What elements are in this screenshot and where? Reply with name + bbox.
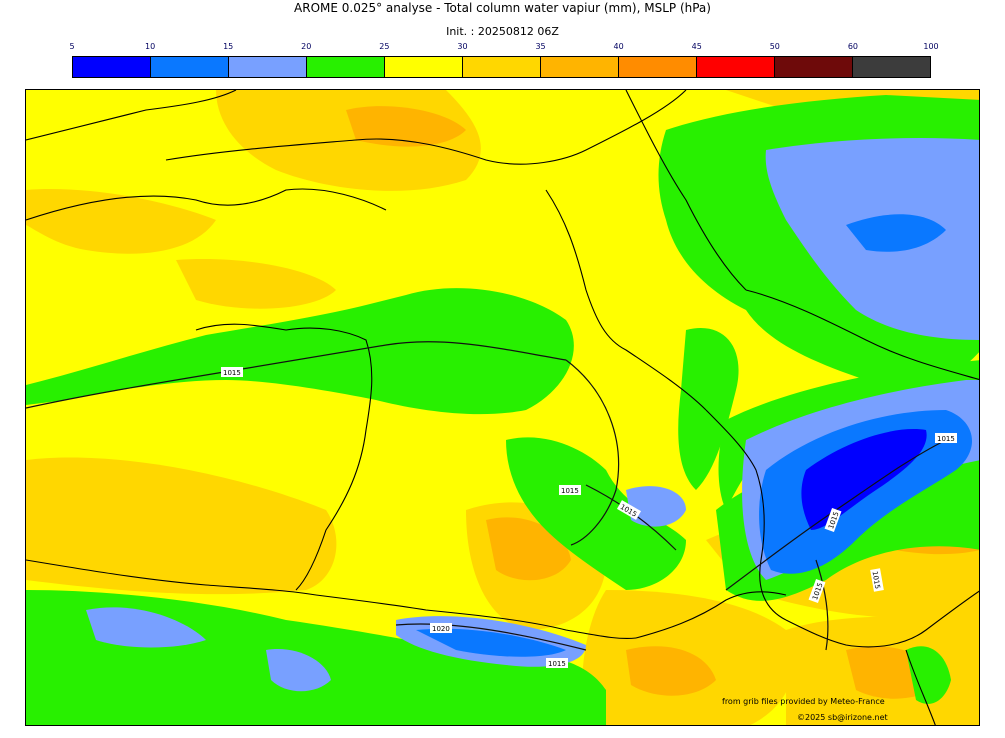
- colorbar-tick-label: 45: [691, 42, 702, 51]
- colorbar-segment: [151, 57, 229, 77]
- colorbar-segment: [775, 57, 853, 77]
- colorbar-tick-label: 100: [923, 42, 939, 51]
- colorbar-tick-label: 35: [535, 42, 546, 51]
- colorbar-tick-label: 60: [847, 42, 858, 51]
- colorbar-tick-label: 30: [457, 42, 468, 51]
- isobar-label-box: [221, 367, 243, 377]
- colorbar-segment: [385, 57, 463, 77]
- isobar-label-box: [546, 658, 568, 668]
- isobar-label: 1015: [937, 435, 955, 443]
- isobar-label: 1015: [871, 571, 882, 590]
- colorbar-tick-label: 15: [223, 42, 234, 51]
- colorbar-segment: [463, 57, 541, 77]
- source-credit: from grib files provided by Meteo-France: [722, 697, 885, 706]
- coastlines-borders: [26, 90, 979, 725]
- colorbar-segment: [307, 57, 385, 77]
- isobar-label: 1020: [432, 625, 450, 633]
- colorbar-tick-label: 25: [379, 42, 390, 51]
- isobar-label-box: [935, 433, 957, 443]
- colorbar-segment: [697, 57, 775, 77]
- colorbar-segment: [73, 57, 151, 77]
- isobar-labels: 1015 1015 1015 1015 1015 1015 1015 1020 …: [221, 367, 957, 668]
- isobar-label-box: [870, 568, 884, 592]
- colorbar-legend: [72, 56, 931, 78]
- isobar-label-box: [808, 578, 826, 604]
- isobar-label: 1015: [548, 660, 566, 668]
- chart-title: AROME 0.025° analyse - Total column wate…: [294, 1, 711, 15]
- colorbar-tick-label: 10: [144, 42, 156, 51]
- colorbar-tick-label: 5: [69, 42, 75, 51]
- isobar-label-box: [430, 623, 452, 633]
- isobar-label-box: [559, 485, 581, 495]
- colorbar-tick-label: 50: [769, 42, 780, 51]
- weather-map: 1015 1015 1015 1015 1015 1015 1015 1020 …: [25, 89, 980, 726]
- moisture-blue-regions: [416, 214, 973, 657]
- colorbar-segment: [229, 57, 307, 77]
- isobar-label: 1015: [223, 369, 241, 377]
- isobar-label-box: [824, 507, 842, 533]
- colorbar-segment: [541, 57, 619, 77]
- isobar-label: 1015: [561, 487, 579, 495]
- colorbar-tick-label: 40: [613, 42, 624, 51]
- colorbar-segment: [853, 57, 930, 77]
- isobar-label-box: [616, 500, 642, 520]
- map-canvas: 1015 1015 1015 1015 1015 1015 1015 1020 …: [26, 90, 979, 725]
- colorbar-ticks: 5 10 15 20 25 30 35 40 45 50 60 100: [0, 42, 1005, 54]
- init-time-label: Init. : 20250812 06Z: [446, 25, 559, 38]
- copyright-credit: ©2025 sb@irizone.net: [797, 713, 888, 722]
- colorbar-segment: [619, 57, 697, 77]
- colorbar-tick-label: 20: [301, 42, 312, 51]
